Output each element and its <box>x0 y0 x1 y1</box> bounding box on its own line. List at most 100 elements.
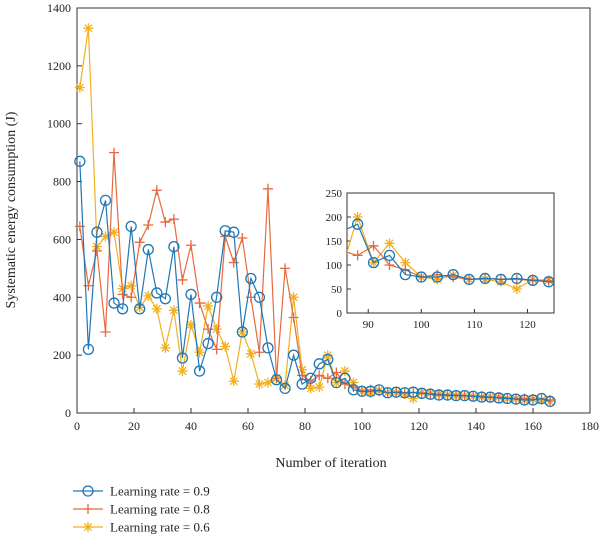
data-point <box>228 376 239 387</box>
data-point <box>83 23 94 34</box>
y-tick-label: 400 <box>53 290 71 304</box>
y-tick-label: 0 <box>65 406 71 420</box>
legend: Learning rate = 0.9 Learning rate = 0.8 Le… <box>73 484 210 535</box>
data-point <box>100 327 111 337</box>
data-point <box>527 394 539 406</box>
data-point <box>236 326 248 338</box>
data-point <box>109 227 120 238</box>
x-tick-label: 140 <box>467 419 485 433</box>
data-point <box>185 288 197 301</box>
inset-data-point <box>352 250 363 261</box>
inset-data-point <box>543 276 554 288</box>
inset-y-tick-label: 250 <box>326 188 343 200</box>
y-tick-label: 1000 <box>47 117 71 131</box>
data-point <box>211 324 222 335</box>
data-point <box>177 274 188 285</box>
inset-y-tick-label: 50 <box>331 284 343 296</box>
data-point <box>262 183 273 194</box>
main-plot-area: 0 20 40 60 80 100 120 140 160 180 0 200 400 600 800 100… <box>47 1 599 433</box>
inset-data-point <box>351 218 364 230</box>
data-point <box>168 214 179 225</box>
inset-y-tick-label: 0 <box>337 308 343 320</box>
x-axis-title: Number of iteration <box>275 456 386 471</box>
legend-label: Learning rate = 0.6 <box>110 520 210 535</box>
data-point <box>74 155 86 167</box>
data-point <box>253 291 266 303</box>
x-tick-label: 20 <box>128 419 140 433</box>
inset-data-point <box>560 278 570 288</box>
data-point <box>91 246 102 256</box>
data-point <box>74 82 85 93</box>
inset-data-point <box>543 275 554 286</box>
inset-data-point <box>384 260 395 270</box>
data-point <box>297 364 308 375</box>
data-point <box>117 289 128 300</box>
data-point <box>202 337 214 350</box>
data-point <box>484 391 496 403</box>
data-point <box>510 393 522 405</box>
inset-data-point <box>448 272 459 282</box>
data-point <box>408 393 419 404</box>
data-point <box>134 237 145 248</box>
inset-x-tick-label: 110 <box>466 319 483 331</box>
data-point <box>450 389 462 402</box>
data-point <box>270 374 283 386</box>
inset-data-point <box>560 277 570 287</box>
data-point <box>280 263 291 274</box>
data-point <box>193 365 206 377</box>
data-point <box>143 290 154 301</box>
inset-plot-area: 90 100 110 120 0 50 100 150 200 250 <box>326 188 570 331</box>
data-point <box>220 341 231 352</box>
data-point <box>100 231 111 242</box>
legend-label: Learning rate = 0.8 <box>110 502 210 517</box>
data-point <box>160 342 171 353</box>
data-point <box>280 380 291 391</box>
data-point <box>151 303 162 314</box>
data-point <box>211 344 222 355</box>
x-tick-label: 40 <box>185 419 197 433</box>
data-point <box>254 379 265 390</box>
data-point <box>126 292 137 303</box>
inset-data-point <box>495 273 507 286</box>
inset-data-point <box>511 284 522 294</box>
data-point <box>424 388 437 400</box>
inset-data-point <box>432 269 443 280</box>
data-point <box>203 300 214 311</box>
inset-data-point <box>347 229 348 234</box>
inset-data-point <box>447 268 459 281</box>
legend-item: Learning rate = 0.8 <box>73 502 210 517</box>
data-point <box>305 383 316 394</box>
data-point <box>390 386 402 398</box>
data-point <box>219 225 231 237</box>
data-point <box>518 394 531 406</box>
inset-y-tick-label: 150 <box>326 236 343 248</box>
data-point <box>314 381 325 392</box>
data-point <box>441 389 454 401</box>
inset-data-point <box>415 271 427 283</box>
data-point <box>262 377 273 388</box>
data-point <box>407 386 419 398</box>
x-tick-label: 120 <box>410 419 428 433</box>
inset-series-group <box>347 212 570 294</box>
data-point <box>160 217 171 228</box>
data-point <box>288 292 299 303</box>
data-point <box>544 395 556 408</box>
data-point <box>168 305 179 316</box>
inset-data-point <box>384 238 395 249</box>
data-point <box>262 342 274 354</box>
data-point <box>501 392 514 405</box>
x-tick-label: 80 <box>299 419 311 433</box>
data-point <box>433 389 445 401</box>
inset-data-point <box>400 257 411 268</box>
data-point <box>245 348 256 359</box>
y-tick-label: 200 <box>53 348 71 362</box>
y-tick-label: 800 <box>53 175 71 189</box>
x-tick-label: 0 <box>74 419 80 433</box>
data-point <box>476 391 488 403</box>
data-point <box>288 312 299 323</box>
x-tick-label: 60 <box>242 419 254 433</box>
data-point <box>159 293 172 305</box>
legend-marker <box>83 504 93 514</box>
data-point <box>126 280 137 291</box>
